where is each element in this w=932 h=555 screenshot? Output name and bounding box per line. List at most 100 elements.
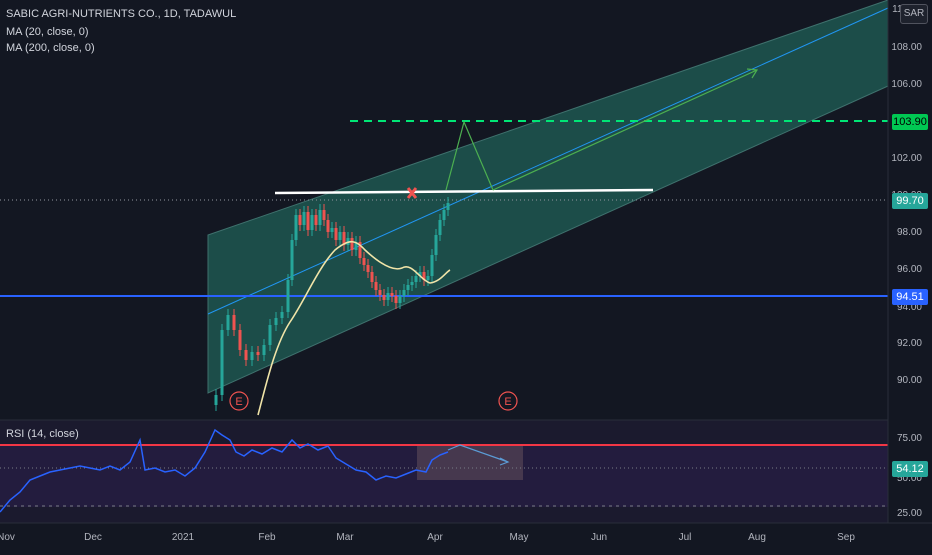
candle-body — [398, 296, 402, 303]
candle-body — [418, 272, 422, 276]
candle-body — [358, 242, 362, 258]
candle-body — [294, 215, 298, 240]
candle-body — [406, 285, 410, 290]
time-axis[interactable] — [0, 523, 932, 550]
candle-body — [430, 255, 434, 276]
last-price-tag: 99.70 — [892, 193, 928, 209]
price-tick-label: 106.00 — [891, 79, 922, 90]
support-price-tag: 94.51 — [892, 289, 928, 305]
candle-body — [290, 240, 294, 280]
price-tick-label: 102.00 — [891, 153, 922, 164]
candle-body — [302, 212, 306, 225]
candle-body — [268, 325, 272, 345]
pattern-projection — [445, 120, 494, 191]
price-tick-label: 90.00 — [897, 375, 922, 386]
time-tick-label: Sep — [837, 532, 855, 543]
candle-body — [402, 290, 406, 296]
candle-body — [370, 272, 374, 282]
candle-body — [322, 210, 326, 220]
candle-body — [390, 293, 394, 296]
time-tick-label: Apr — [427, 532, 443, 543]
candle-body — [244, 350, 248, 360]
price-tick-label: 96.00 — [897, 264, 922, 275]
arrow-head-icon — [499, 457, 510, 466]
projection-arrow — [492, 69, 758, 191]
candle-body — [286, 280, 290, 312]
candle-body — [338, 232, 342, 240]
time-tick-label: Mar — [336, 532, 354, 543]
candle-body — [238, 330, 242, 350]
x-marker-icon — [406, 187, 418, 199]
time-tick-label: Aug — [748, 532, 766, 543]
time-ticks: Nov Dec 2021 Feb Mar Apr May Jun Jul Aug Sep — [0, 532, 855, 543]
ma20-legend[interactable]: MA (20, close, 0) — [6, 26, 89, 38]
candle-body — [298, 215, 302, 225]
rsi-scale-label: 25.00 — [897, 508, 922, 519]
candle-body — [220, 330, 224, 395]
candle-body — [280, 312, 284, 318]
earnings-label: E — [504, 396, 511, 408]
target-price-tag: 103.90 — [892, 114, 928, 130]
price-tick-label: 98.00 — [897, 227, 922, 238]
candle-body — [422, 272, 426, 280]
candle-body — [262, 345, 266, 355]
time-tick-label: Feb — [258, 532, 276, 543]
candle-body — [446, 203, 450, 210]
candle-body — [232, 315, 236, 330]
price-axis[interactable] — [888, 0, 932, 523]
time-tick-label: 2021 — [172, 532, 195, 543]
rsi-highlight-box — [417, 444, 523, 480]
symbol-legend[interactable]: SABIC AGRI-NUTRIENTS CO., 1D, TADAWUL — [6, 8, 237, 20]
candle-body — [250, 352, 254, 360]
candle-body — [306, 212, 310, 230]
candle-body — [438, 220, 442, 235]
candle-body — [342, 232, 346, 245]
candle-body — [310, 215, 314, 230]
candle-body — [442, 210, 446, 220]
rsi-divergence-arrow — [447, 444, 509, 463]
candle-body — [214, 395, 218, 405]
candle-body — [386, 293, 390, 300]
time-tick-label: Jul — [679, 532, 692, 543]
rsi-scale-label: 75.00 — [897, 433, 922, 444]
rsi-value-tag: 54.12 — [892, 461, 928, 477]
candle-body — [274, 318, 278, 325]
time-tick-label: Jun — [591, 532, 607, 543]
candle-body — [256, 352, 260, 355]
rsi-band — [0, 445, 888, 507]
candle-body — [326, 220, 330, 232]
time-tick-label: May — [510, 532, 529, 543]
ma200-legend[interactable]: MA (200, close, 0) — [6, 42, 95, 54]
candle-body — [410, 282, 414, 285]
candle-body — [330, 228, 334, 232]
price-tick-label: 92.00 — [897, 338, 922, 349]
rsi-line — [0, 428, 449, 513]
candle-body — [382, 295, 386, 300]
arrow-head-icon — [746, 68, 759, 79]
candle-body — [318, 210, 322, 225]
rsi-legend[interactable]: RSI (14, close) — [6, 428, 79, 440]
candle-body — [350, 238, 354, 250]
candle-body — [226, 315, 230, 330]
candle-body — [362, 258, 366, 265]
candle-body — [378, 290, 382, 295]
ma20-line — [257, 240, 451, 416]
candle-body — [426, 276, 430, 280]
earnings-label: E — [235, 396, 242, 408]
regression-channel — [207, 0, 889, 394]
candle-body — [434, 235, 438, 255]
price-tick-label: 94.00 — [897, 302, 922, 313]
candle-body — [334, 228, 338, 240]
currency-button[interactable]: SAR — [900, 4, 928, 24]
channel-midline — [207, 7, 889, 315]
price-tick-label: 108.00 — [891, 42, 922, 53]
earnings-marker[interactable]: E — [498, 391, 518, 411]
neckline — [274, 188, 654, 195]
time-tick-label: Dec — [84, 532, 102, 543]
candle-body — [414, 276, 418, 282]
earnings-marker[interactable]: E — [229, 391, 249, 411]
rsi-scale-label: 50.00 — [897, 473, 922, 484]
candle-body — [346, 238, 350, 245]
